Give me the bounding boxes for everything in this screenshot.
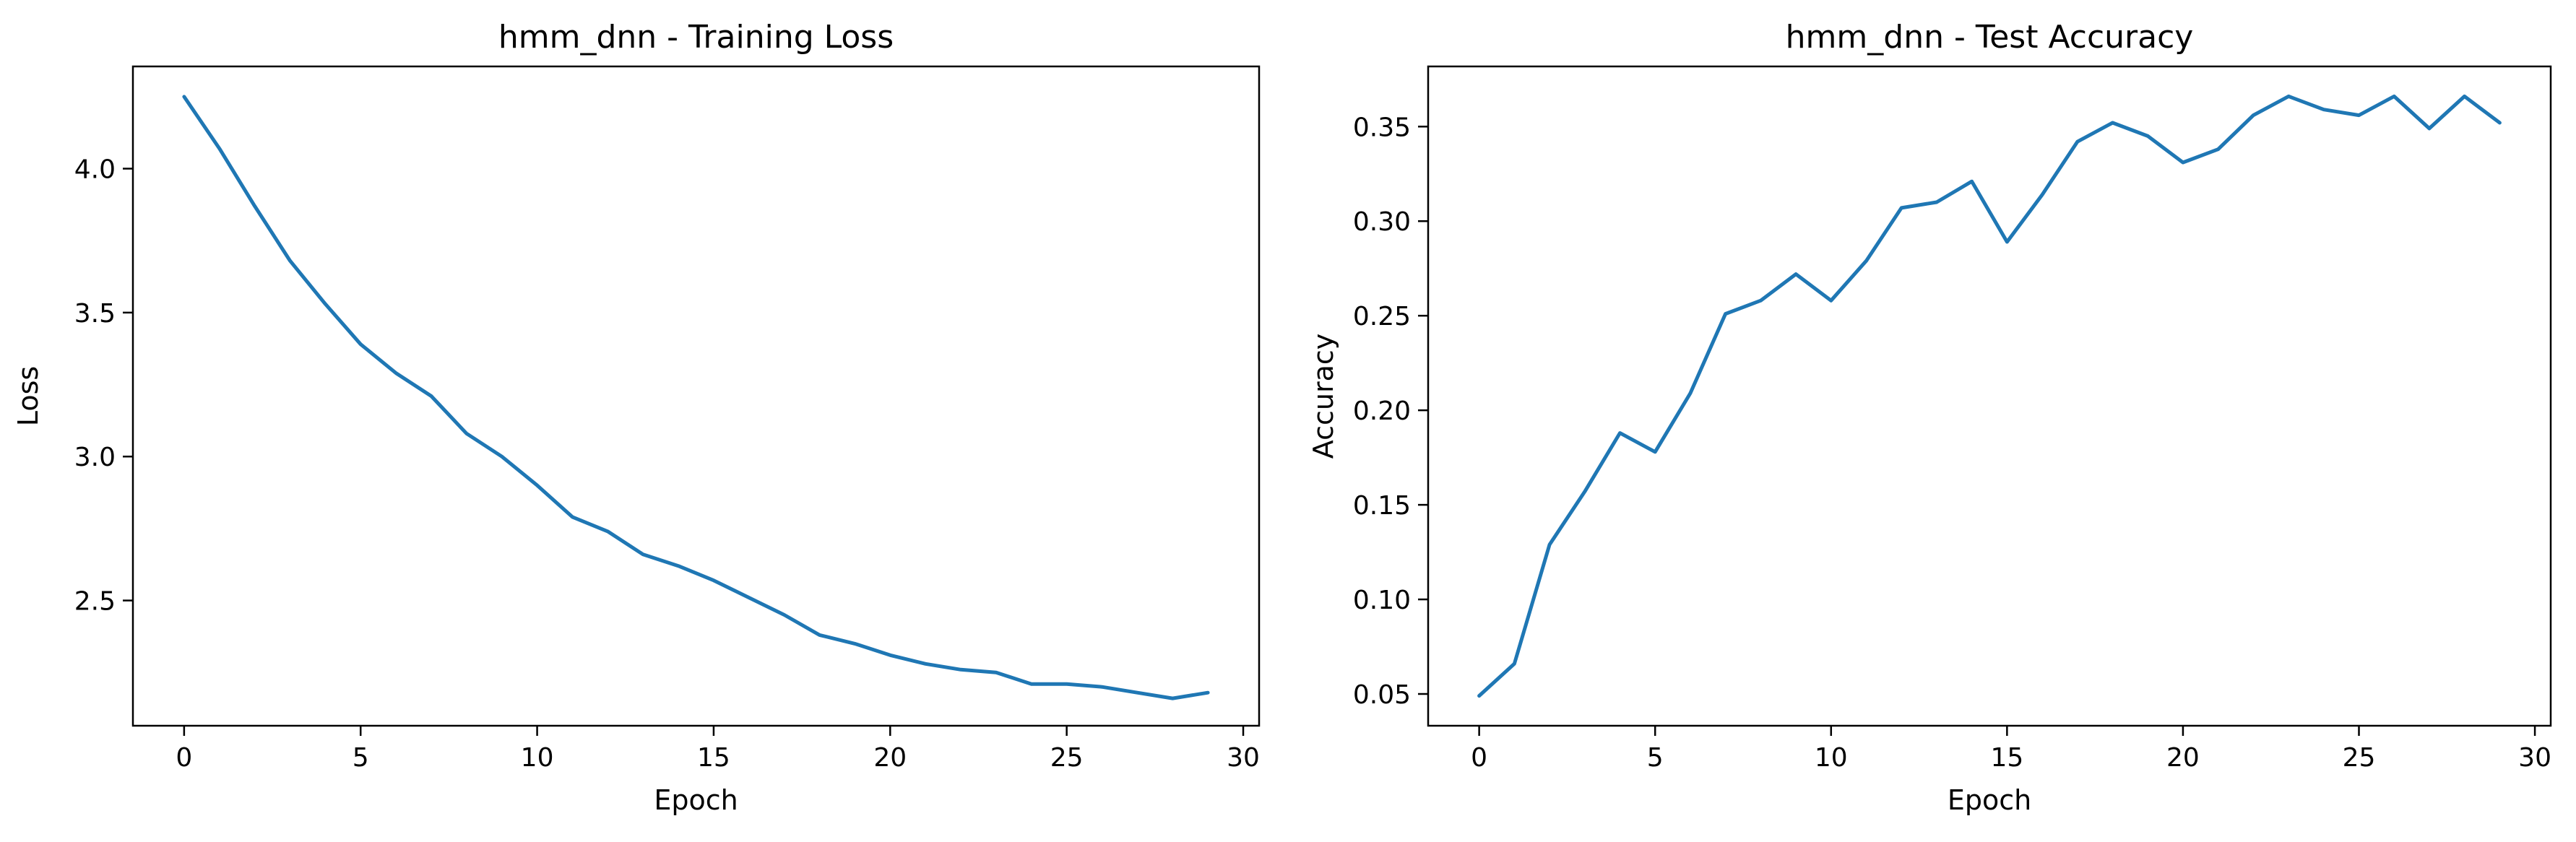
plot-frame <box>131 65 1261 727</box>
series-line <box>1477 94 2502 698</box>
x-tick-label: 0 <box>176 743 192 773</box>
x-axis-label: Epoch <box>654 784 738 816</box>
y-tick-label: 3.5 <box>74 299 116 329</box>
y-tick-label: 2.5 <box>74 587 116 617</box>
x-tick-label: 5 <box>1647 743 1664 773</box>
training-loss-chart: hmm_dnn - Training Loss Epoch Loss 0 5 10 1… <box>12 19 1261 816</box>
x-tick-label: 30 <box>2518 743 2551 773</box>
y-tick-label: 0.05 <box>1353 680 1411 710</box>
x-tick-label: 15 <box>697 743 730 773</box>
test-accuracy-chart: hmm_dnn - Test Accuracy Epoch Accuracy 0… <box>1308 19 2552 816</box>
y-tick-label: 0.25 <box>1353 302 1411 331</box>
y-tick-label: 3.0 <box>74 443 116 472</box>
y-tick-label: 0.20 <box>1353 396 1411 426</box>
y-tick-label: 0.10 <box>1353 586 1411 615</box>
x-tick-label: 20 <box>2166 743 2200 773</box>
x-tick-label: 20 <box>873 743 907 773</box>
plot-frame <box>1427 65 2552 727</box>
x-axis-label: Epoch <box>1948 784 2031 816</box>
x-tick-label: 15 <box>1990 743 2023 773</box>
y-axis-label: Accuracy <box>1308 334 1339 459</box>
x-tick-label: 25 <box>1050 743 1084 773</box>
chart-title: hmm_dnn - Test Accuracy <box>1786 19 2194 56</box>
x-tick-label: 30 <box>1227 743 1260 773</box>
series-line <box>182 95 1210 700</box>
x-tick-label: 5 <box>353 743 369 773</box>
y-axis-label: Loss <box>12 366 44 426</box>
x-tick-label: 10 <box>521 743 554 773</box>
y-tick-label: 0.30 <box>1353 207 1411 237</box>
y-tick-label: 0.35 <box>1353 113 1411 142</box>
chart-title: hmm_dnn - Training Loss <box>498 19 894 56</box>
x-tick-label: 10 <box>1815 743 1848 773</box>
y-tick-label: 4.0 <box>74 155 116 185</box>
y-tick-label: 0.15 <box>1353 491 1411 521</box>
x-tick-label: 0 <box>1471 743 1487 773</box>
x-tick-label: 25 <box>2343 743 2376 773</box>
